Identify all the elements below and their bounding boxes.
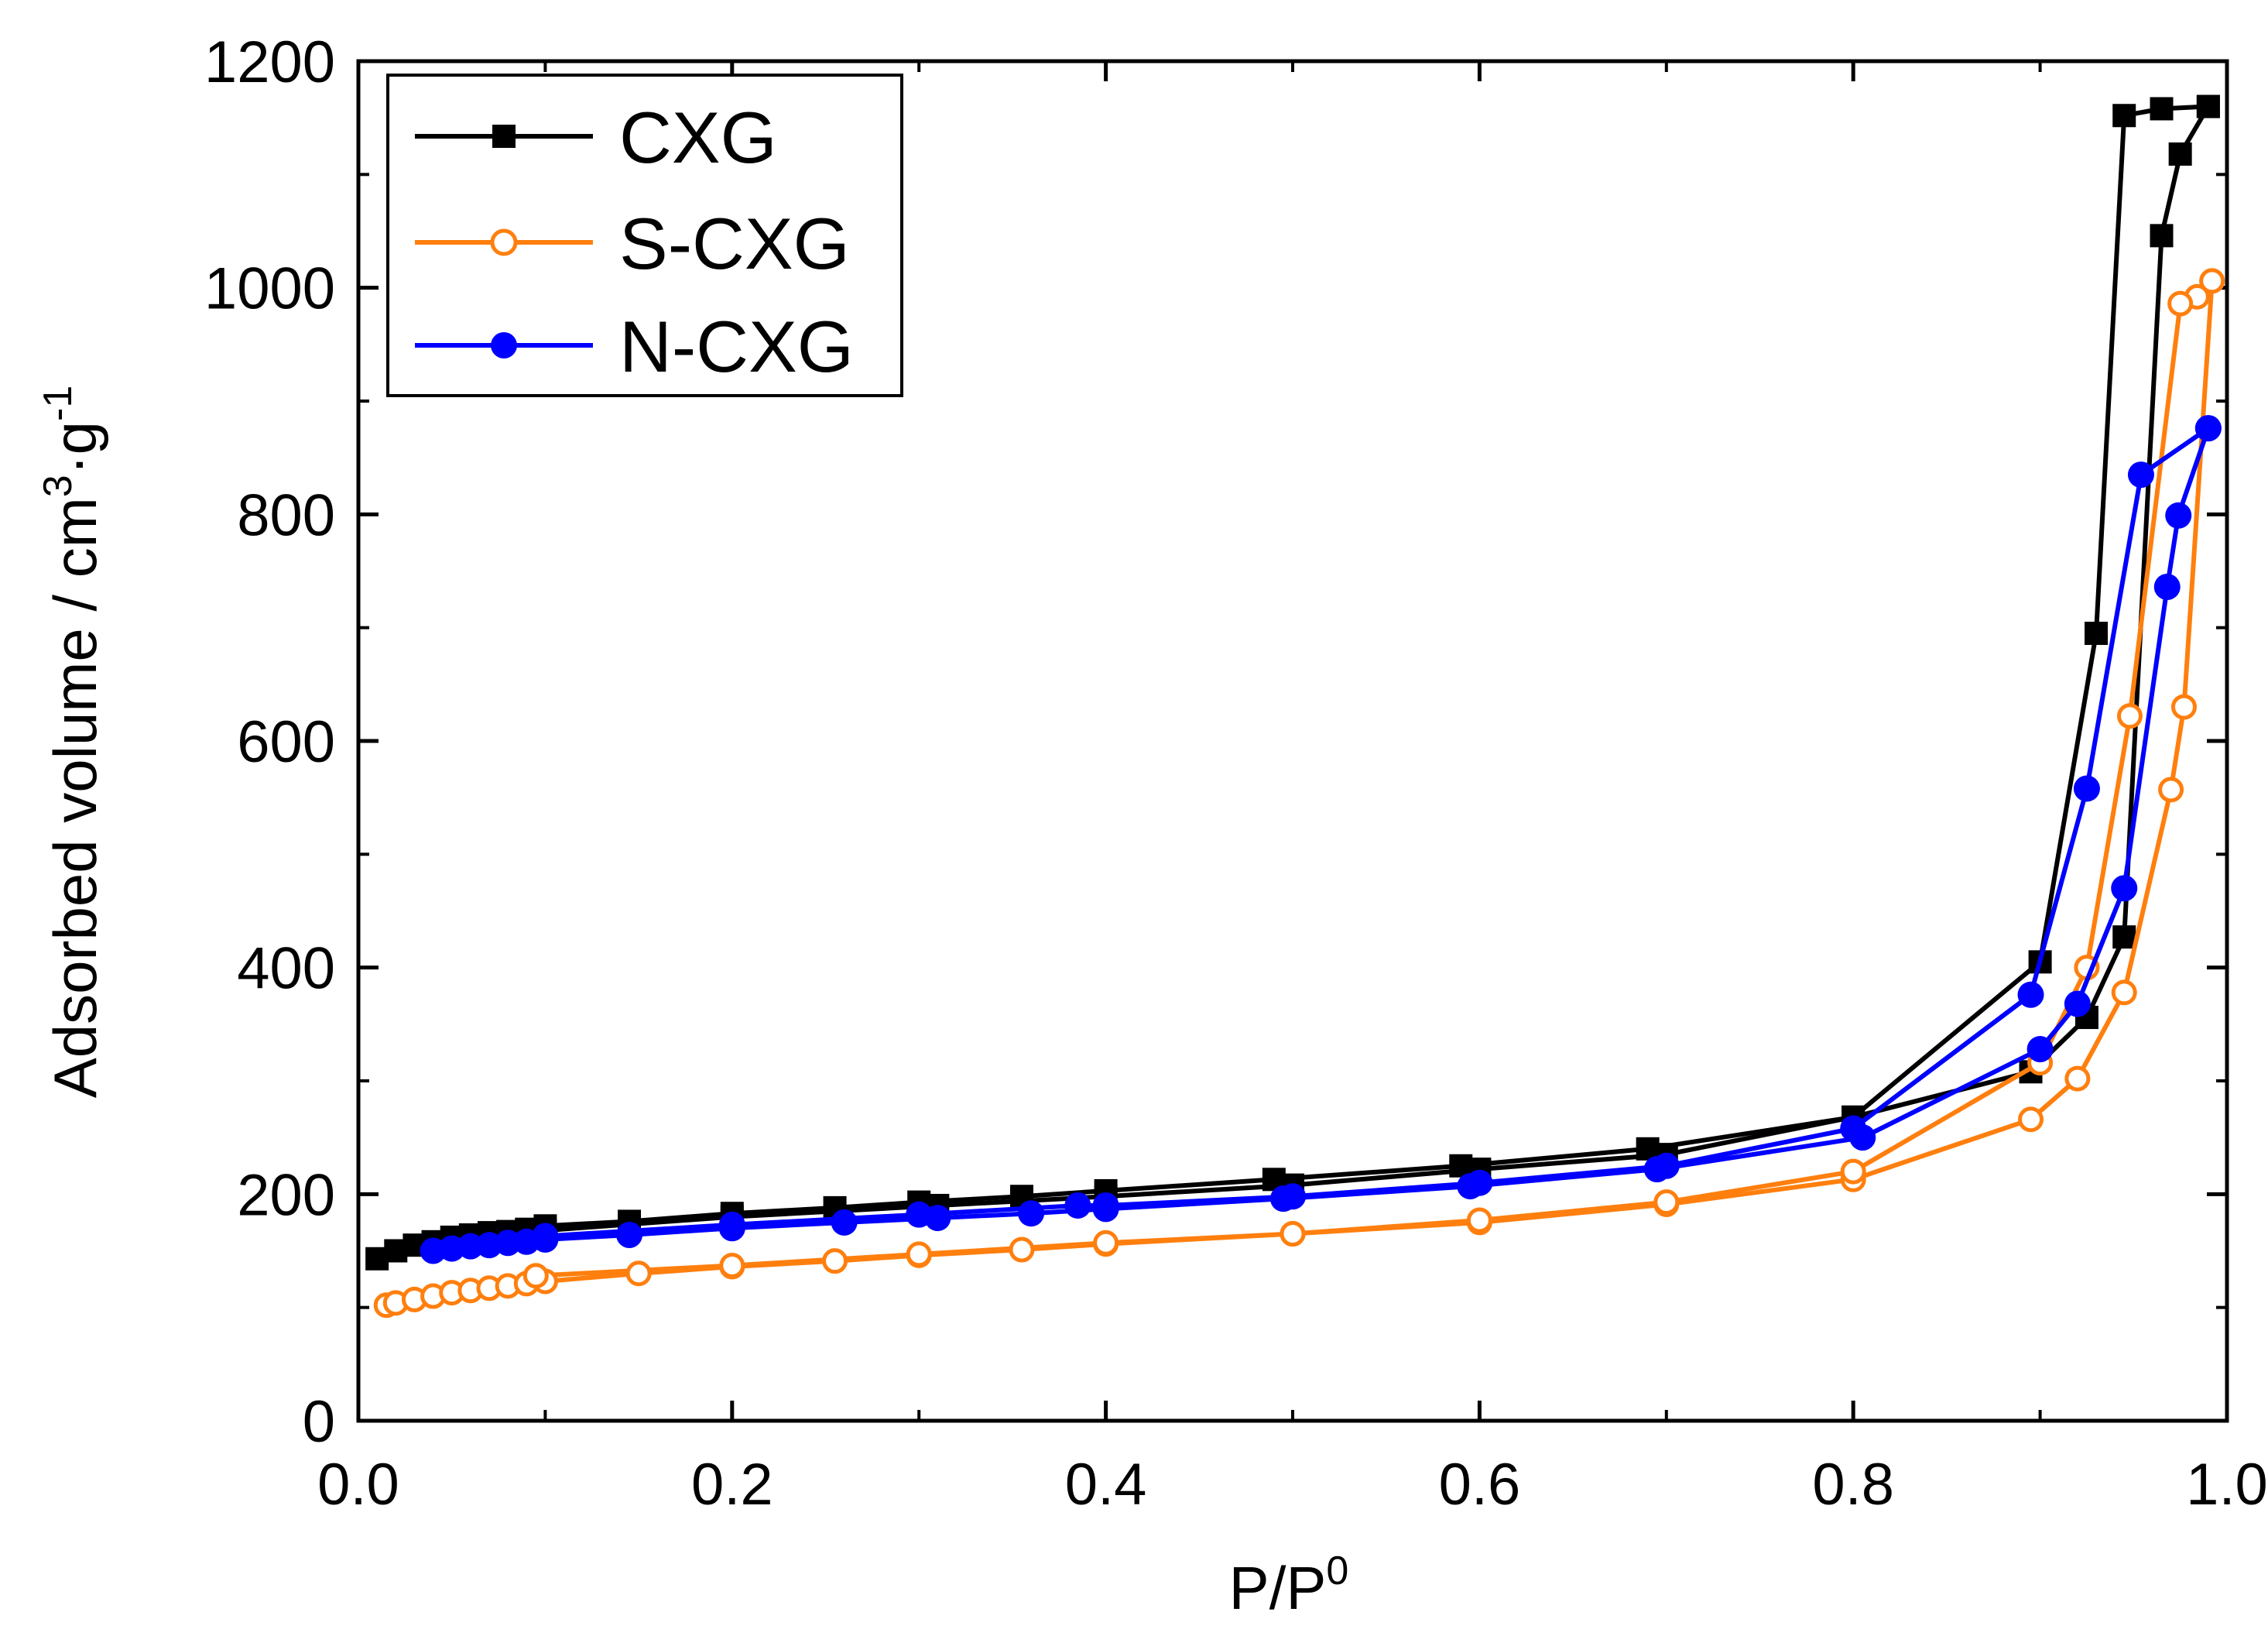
data-point-s-cxg-adsorption <box>822 1248 848 1274</box>
data-point-n-cxg-adsorption <box>616 1222 643 1249</box>
data-point-s-cxg-desorption <box>2167 290 2194 317</box>
series-line-s-cxg-desorption <box>536 279 2214 1278</box>
data-point-cxg-desorption <box>2196 94 2220 118</box>
legend-entry-s-cxg: S-CXG <box>415 203 850 284</box>
data-point-n-cxg-desorption <box>1653 1152 1680 1179</box>
data-point-n-cxg-desorption <box>2017 981 2044 1008</box>
data-point-n-cxg-desorption <box>2194 415 2222 442</box>
data-point-n-cxg-desorption <box>532 1223 559 1250</box>
y-tick-label: 1200 <box>204 29 335 95</box>
x-tick-label: 0.2 <box>691 1452 773 1518</box>
legend-entry-cxg: CXG <box>415 97 777 178</box>
data-point-cxg-desorption <box>2150 97 2174 121</box>
x-tick-label: 0.6 <box>1439 1452 1521 1518</box>
data-point-n-cxg-adsorption <box>495 1230 522 1257</box>
data-point-cxg-adsorption <box>2168 142 2192 166</box>
data-point-n-cxg-desorption <box>718 1211 745 1238</box>
legend-label-cxg: CXG <box>619 97 777 178</box>
data-point-n-cxg-desorption <box>1092 1192 1119 1219</box>
data-point-n-cxg-adsorption <box>2064 990 2091 1017</box>
legend-label-s-cxg: S-CXG <box>619 203 850 284</box>
data-point-n-cxg-adsorption <box>1018 1200 1045 1227</box>
x-tick-label: 0.4 <box>1065 1452 1147 1518</box>
y-axis-title-dot-g: ·g <box>41 421 109 475</box>
legend-marker-n-cxg <box>491 332 517 358</box>
data-point-s-cxg-desorption <box>2116 703 2143 729</box>
y-axis-title: Adsorbed volume / cm3·g-1 <box>36 386 109 1099</box>
y-tick-label: 600 <box>237 709 335 775</box>
data-point-s-cxg-adsorption <box>625 1260 652 1287</box>
x-tick-label: 0.8 <box>1812 1452 1894 1518</box>
data-point-s-cxg-adsorption <box>2170 694 2197 720</box>
data-point-n-cxg-adsorption <box>831 1209 858 1236</box>
data-point-s-cxg-desorption <box>2199 268 2225 294</box>
y-tick-label: 800 <box>237 482 335 548</box>
data-point-n-cxg-desorption <box>1280 1183 1306 1210</box>
series-s-cxg <box>373 268 2225 1319</box>
data-point-cxg-adsorption <box>2150 224 2174 248</box>
data-point-n-cxg-desorption <box>2127 461 2154 489</box>
legend-entry-n-cxg: N-CXG <box>415 306 854 387</box>
series-line-s-cxg-adsorption <box>385 280 2215 1308</box>
x-axis-title-sup: 0 <box>1326 1549 1348 1593</box>
data-point-s-cxg-desorption <box>1093 1230 1119 1256</box>
legend-marker-s-cxg <box>490 228 518 256</box>
data-point-cxg-adsorption <box>2112 925 2136 949</box>
data-point-s-cxg-desorption <box>1280 1221 1306 1247</box>
data-point-s-cxg-adsorption <box>1009 1236 1035 1263</box>
data-point-n-cxg-adsorption <box>2026 1036 2054 1063</box>
axis-ticks: 0.0 0.2 0.4 0.6 0.8 1.0 0 200 400 600 800 1000 1200 <box>204 29 2268 1518</box>
series-n-cxg <box>420 415 2222 1264</box>
data-point-n-cxg-desorption <box>1064 1192 1091 1219</box>
data-point-s-cxg-adsorption <box>2158 777 2184 803</box>
y-axis-title-sup-2: -1 <box>36 386 81 421</box>
series-layer <box>365 94 2225 1319</box>
x-tick-label: 0.0 <box>317 1452 399 1518</box>
data-point-n-cxg-desorption <box>2073 775 2100 802</box>
y-tick-label: 1000 <box>204 256 335 322</box>
y-tick-label: 200 <box>237 1162 335 1228</box>
legend: CXG S-CXG N-CXG <box>386 74 903 397</box>
data-point-s-cxg-adsorption <box>2018 1106 2044 1133</box>
data-point-s-cxg-desorption <box>719 1253 745 1279</box>
data-point-cxg-desorption <box>2085 621 2109 645</box>
data-point-n-cxg-adsorption <box>2165 502 2192 529</box>
x-axis-title: P/P0 <box>1229 1549 1349 1622</box>
data-point-n-cxg-desorption <box>1466 1169 1493 1196</box>
data-point-n-cxg-desorption <box>906 1201 933 1228</box>
y-tick-label: 400 <box>237 936 335 1002</box>
data-point-s-cxg-desorption <box>1840 1158 1866 1185</box>
y-axis-title-sup-1: 3 <box>36 475 81 497</box>
data-point-s-cxg-desorption <box>522 1263 549 1289</box>
legend-marker-cxg <box>492 125 516 148</box>
data-point-s-cxg-adsorption <box>2111 979 2137 1006</box>
data-point-s-cxg-adsorption <box>2064 1065 2091 1092</box>
legend-box <box>386 74 903 397</box>
data-point-s-cxg-desorption <box>1653 1189 1680 1216</box>
data-point-n-cxg-desorption <box>1840 1115 1867 1142</box>
data-point-n-cxg-adsorption <box>2153 573 2181 600</box>
legend-label-n-cxg: N-CXG <box>619 306 854 387</box>
series-line-n-cxg-adsorption <box>433 427 2211 1254</box>
x-tick-label: 1.0 <box>2186 1452 2268 1518</box>
data-point-cxg-desorption <box>2112 104 2136 128</box>
y-tick-label: 0 <box>303 1389 335 1455</box>
series-line-n-cxg-desorption <box>545 426 2210 1239</box>
data-point-n-cxg-adsorption <box>2111 875 2138 902</box>
data-point-n-cxg-adsorption <box>457 1233 484 1260</box>
data-point-s-cxg-desorption <box>1466 1207 1492 1233</box>
data-point-s-cxg-desorption <box>906 1241 932 1267</box>
